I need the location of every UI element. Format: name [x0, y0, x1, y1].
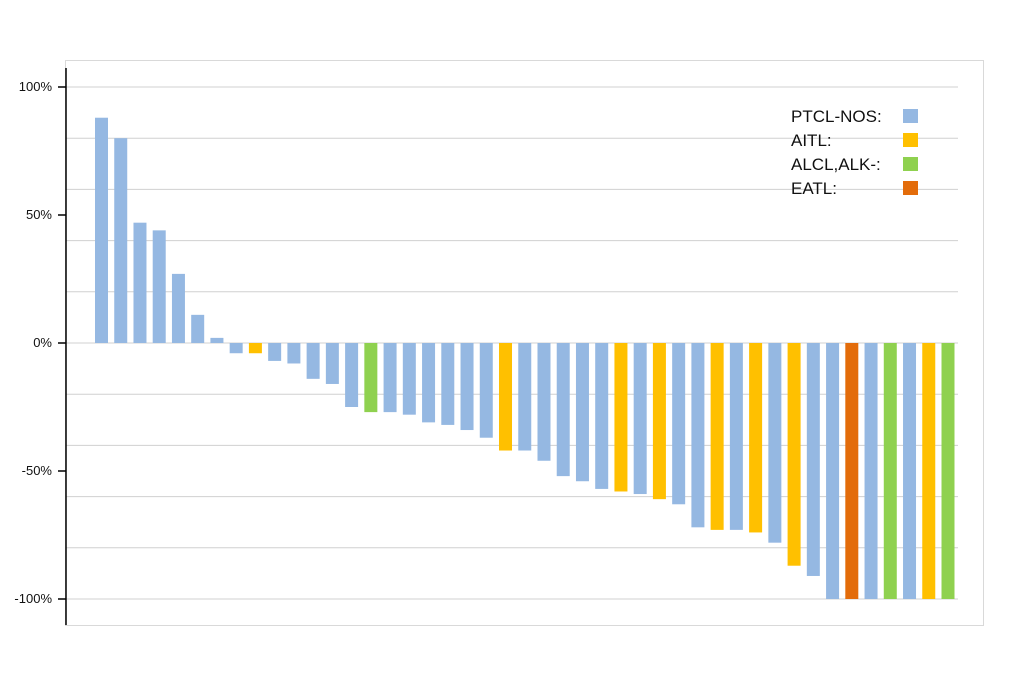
bar: [691, 343, 705, 528]
bar: [864, 343, 878, 599]
bar: [133, 222, 147, 343]
bar: [729, 343, 743, 530]
bar: [364, 343, 378, 413]
legend-swatch: [903, 133, 918, 147]
bar: [152, 230, 166, 343]
y-tick-label: 0%: [33, 335, 52, 350]
legend-swatch: [903, 157, 918, 171]
bar: [229, 343, 243, 354]
y-tick-label: -50%: [22, 463, 53, 478]
legend-label: AITL:: [791, 131, 832, 150]
y-tick-label: 100%: [19, 79, 53, 94]
bar: [768, 343, 782, 543]
bar: [479, 343, 493, 438]
bar: [95, 117, 108, 343]
bar: [114, 138, 128, 343]
bar: [672, 343, 686, 505]
bar: [845, 343, 859, 599]
bar: [652, 343, 666, 500]
bar: [518, 343, 532, 451]
bar: [556, 343, 570, 477]
bar: [633, 343, 647, 495]
bar: [499, 343, 513, 451]
legend-label: EATL:: [791, 179, 837, 198]
bar: [710, 343, 724, 530]
bar: [268, 343, 282, 361]
bar: [941, 343, 955, 599]
bar: [191, 314, 205, 343]
bar: [826, 343, 840, 599]
bar: [749, 343, 763, 533]
legend-swatch: [903, 181, 918, 195]
bar: [537, 343, 551, 461]
bar: [345, 343, 359, 407]
bar: [595, 343, 609, 489]
bar: [210, 337, 224, 343]
bar: [460, 343, 474, 431]
y-tick-label: -100%: [14, 591, 52, 606]
bar: [883, 343, 897, 599]
bar: [383, 343, 397, 413]
bar: [922, 343, 936, 599]
bar: [806, 343, 820, 576]
bar: [441, 343, 455, 425]
legend-swatch: [903, 109, 918, 123]
bar: [903, 343, 917, 599]
bar: [171, 273, 185, 343]
bar: [575, 343, 589, 482]
bar: [787, 343, 801, 566]
legend-label: PTCL-NOS:: [791, 107, 882, 126]
bar: [306, 343, 320, 379]
bar: [402, 343, 416, 415]
bar: [422, 343, 436, 423]
bar: [614, 343, 628, 492]
y-tick-label: 50%: [26, 207, 52, 222]
bar: [325, 343, 339, 384]
legend-label: ALCL,ALK-:: [791, 155, 881, 174]
bar: [287, 343, 301, 364]
bar: [248, 343, 262, 354]
